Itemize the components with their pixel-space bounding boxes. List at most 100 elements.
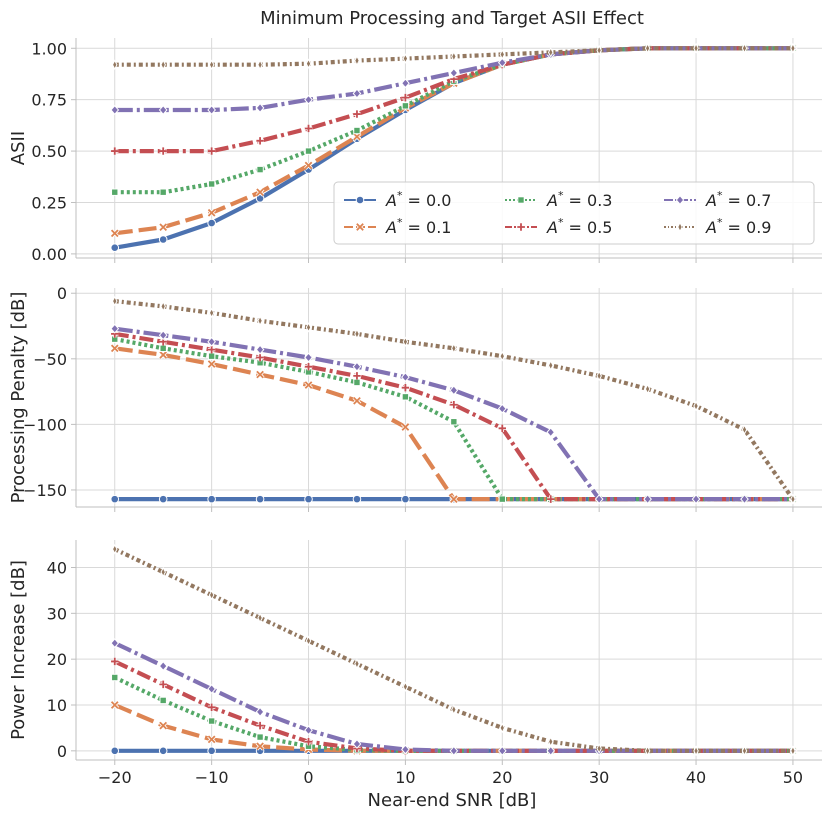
data-point-marker xyxy=(158,235,168,244)
data-point-marker xyxy=(546,427,556,438)
data-point-marker xyxy=(304,725,313,736)
data-point-marker xyxy=(741,43,748,54)
data-point-marker-stroke xyxy=(353,110,361,118)
data-point-marker-stroke xyxy=(256,742,264,751)
data-point-marker-stroke xyxy=(401,383,410,392)
data-point-marker-stroke xyxy=(256,721,264,730)
legend-label-sup: * xyxy=(397,216,403,229)
legend-label: A* = 0.9 xyxy=(705,216,771,237)
data-point-marker xyxy=(449,67,459,78)
data-point-marker-stroke xyxy=(353,132,361,141)
data-point-marker-stroke xyxy=(207,703,216,711)
data-point-marker-stroke xyxy=(498,424,506,433)
data-point-marker xyxy=(305,322,312,333)
data-point-marker xyxy=(644,745,651,757)
data-point-marker-stroke xyxy=(547,495,555,503)
data-point-marker xyxy=(547,360,554,371)
legend-entry: A* = 0.1 xyxy=(344,216,451,237)
data-point-marker xyxy=(207,180,216,188)
y-tick-label: 30 xyxy=(47,604,67,623)
legend-marker xyxy=(677,221,683,233)
series-0-9 xyxy=(111,543,796,757)
data-point-marker xyxy=(158,105,168,115)
data-point-marker xyxy=(402,336,409,348)
data-point-marker xyxy=(693,745,699,757)
data-point-marker xyxy=(741,424,748,435)
legend-label-sup: * xyxy=(717,216,723,229)
legend-label-value: = 0.5 xyxy=(563,218,612,237)
legend-marker-stroke xyxy=(356,223,364,231)
data-point-marker xyxy=(499,350,506,362)
data-point-marker-stroke xyxy=(110,344,119,353)
data-point-marker xyxy=(111,295,118,307)
data-point-marker xyxy=(304,94,313,105)
data-point-marker xyxy=(546,745,556,756)
y-tick-label: 0.50 xyxy=(31,142,67,161)
chart-title: Minimum Processing and Target ASII Effec… xyxy=(260,8,644,29)
x-tick-label: 40 xyxy=(686,768,706,787)
data-point-marker xyxy=(207,105,217,115)
data-point-marker xyxy=(207,717,216,725)
data-point-marker xyxy=(111,543,118,555)
legend-label-sup: * xyxy=(397,189,403,202)
data-point-marker xyxy=(693,43,699,54)
data-point-marker xyxy=(160,301,166,312)
legend-label: A* = 0.7 xyxy=(705,189,771,210)
legend-label-symbol: A xyxy=(546,191,558,210)
data-point-marker xyxy=(207,218,216,228)
legend-label-symbol: A xyxy=(705,218,717,237)
legend-label-symbol: A xyxy=(385,191,397,210)
data-point-marker xyxy=(352,88,362,99)
data-point-marker xyxy=(790,745,796,757)
data-point-marker xyxy=(644,43,651,54)
data-point-marker xyxy=(207,352,216,360)
data-point-marker xyxy=(207,684,217,694)
data-point-marker xyxy=(255,102,265,113)
y-tick-label: 20 xyxy=(47,650,67,669)
data-point-marker xyxy=(305,58,312,69)
data-point-marker xyxy=(790,493,796,505)
data-point-marker-stroke xyxy=(353,396,361,405)
legend-label-value: = 0.1 xyxy=(402,218,451,237)
y-axis-label: Power Increase [dB] xyxy=(8,560,29,740)
data-point-marker xyxy=(547,736,554,747)
legend-label-sup: * xyxy=(558,189,564,202)
data-point-marker xyxy=(498,495,506,503)
data-point-marker-stroke xyxy=(111,147,119,155)
legend-label-value: = 0.0 xyxy=(402,191,451,210)
legend-label: A* = 0.3 xyxy=(546,189,612,210)
y-tick-label: 0 xyxy=(57,742,67,761)
data-point-marker xyxy=(790,43,796,54)
series-line xyxy=(114,299,795,501)
data-point-marker xyxy=(257,612,263,624)
data-point-marker xyxy=(741,745,748,757)
legend-label: A* = 0.5 xyxy=(546,216,612,237)
data-point-marker xyxy=(208,59,215,71)
legend-label-value: = 0.9 xyxy=(722,218,771,237)
legend-frame xyxy=(333,181,815,245)
data-point-marker xyxy=(304,147,313,155)
data-point-marker-stroke xyxy=(401,93,410,102)
panel-3: 0 10 20 30 40 −20 −10 0 10 20 30 40 50 Power Increase… xyxy=(8,540,822,787)
data-point-marker xyxy=(255,494,265,504)
data-point-marker xyxy=(401,744,410,755)
legend-marker xyxy=(675,195,685,205)
series-0-9 xyxy=(111,295,796,505)
data-point-marker xyxy=(208,589,215,601)
legend-label-value: = 0.7 xyxy=(722,191,771,210)
data-point-marker xyxy=(158,661,168,671)
series-0-3 xyxy=(111,44,797,196)
x-tick-label: −20 xyxy=(98,768,132,787)
y-tick-label: 0.75 xyxy=(31,91,67,110)
data-point-marker xyxy=(596,370,602,382)
data-point-marker-stroke xyxy=(159,680,167,689)
data-point-marker xyxy=(693,400,699,412)
data-point-marker xyxy=(499,722,506,734)
legend-entry: A* = 0.0 xyxy=(344,189,451,210)
legend-entry: A* = 0.7 xyxy=(664,189,771,210)
y-tick-label: 40 xyxy=(47,559,67,578)
data-point-marker xyxy=(353,126,361,135)
